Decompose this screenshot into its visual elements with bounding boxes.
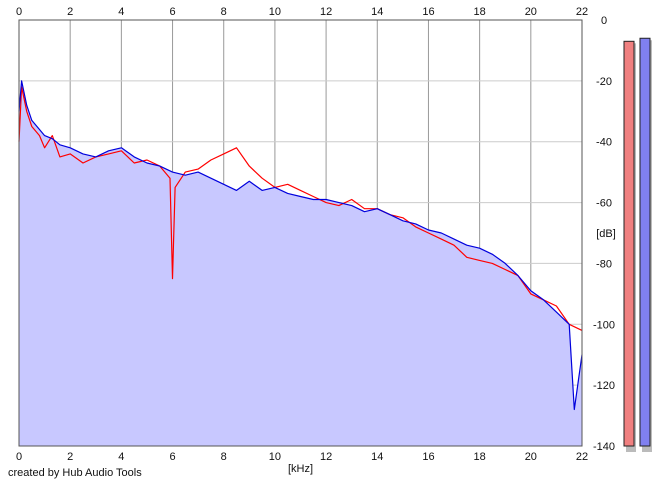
x-tick-label-bottom: 10 xyxy=(269,451,281,463)
x-tick-label-top: 18 xyxy=(474,6,486,18)
level-meters xyxy=(623,37,652,453)
y-axis-label: [dB] xyxy=(596,228,616,240)
x-tick-label-bottom: 14 xyxy=(371,451,383,463)
x-tick-label-top: 8 xyxy=(221,6,227,18)
y-tick-label: -60 xyxy=(596,198,612,210)
y-tick-label: -80 xyxy=(596,258,612,270)
y-tick-label: 0 xyxy=(601,15,607,27)
y-tick-label: -100 xyxy=(593,319,615,331)
x-tick-label-top: 6 xyxy=(169,6,175,18)
x-axis-label: [kHz] xyxy=(288,463,313,475)
x-tick-label-top: 22 xyxy=(576,6,588,18)
level-meter-2 xyxy=(639,37,651,447)
x-tick-label-top: 12 xyxy=(320,6,332,18)
level-meter-1 xyxy=(623,40,635,447)
credit-text: created by Hub Audio Tools xyxy=(8,467,142,479)
x-tick-label-top: 20 xyxy=(525,6,537,18)
y-tick-label: -140 xyxy=(593,441,615,453)
x-tick-label-bottom: 8 xyxy=(221,451,227,463)
y-tick-label: -20 xyxy=(596,76,612,88)
x-tick-label-bottom: 22 xyxy=(576,451,588,463)
x-tick-label-bottom: 0 xyxy=(16,451,22,463)
x-tick-label-top: 10 xyxy=(269,6,281,18)
x-tick-label-bottom: 6 xyxy=(169,451,175,463)
x-tick-label-top: 4 xyxy=(118,6,124,18)
x-tick-label-bottom: 4 xyxy=(118,451,124,463)
x-tick-label-top: 2 xyxy=(67,6,73,18)
x-tick-label-bottom: 18 xyxy=(474,451,486,463)
plot-frame xyxy=(18,19,583,447)
tick-labels: 002244668810101212141416161818202022220-… xyxy=(16,6,615,463)
series-line-1 xyxy=(18,86,583,331)
x-tick-label-top: 14 xyxy=(371,6,383,18)
x-tick-label-top: 16 xyxy=(422,6,434,18)
series-line-2 xyxy=(18,80,583,411)
x-tick-label-top: 0 xyxy=(16,6,22,18)
spectrum-area-fill xyxy=(19,80,582,447)
series-group xyxy=(18,80,583,411)
y-tick-label: -120 xyxy=(593,380,615,392)
y-tick-label: -40 xyxy=(596,137,612,149)
x-tick-label-bottom: 12 xyxy=(320,451,332,463)
x-tick-label-bottom: 2 xyxy=(67,451,73,463)
x-tick-label-bottom: 16 xyxy=(422,451,434,463)
x-tick-label-bottom: 20 xyxy=(525,451,537,463)
